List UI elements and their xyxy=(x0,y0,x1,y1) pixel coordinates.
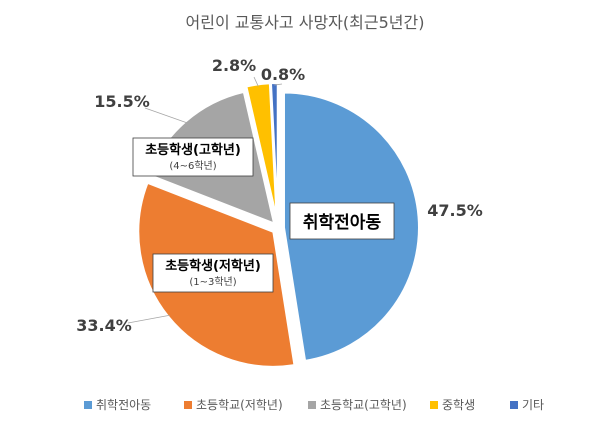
legend-swatch xyxy=(184,401,192,409)
data-label: 2.8% xyxy=(212,56,256,75)
legend-item: 취학전아동 xyxy=(84,398,151,412)
callout-lower-grade-label: 초등학생(저학년) xyxy=(165,258,261,274)
legend-label: 초등학교(저학년) xyxy=(196,398,283,412)
percent-labels: 47.5% 33.4% 15.5% 2.8% 0.8% xyxy=(76,56,483,335)
data-label: 47.5% xyxy=(427,201,483,220)
legend-item: 초등학교(저학년) xyxy=(184,398,283,412)
callout-preschool: 취학전아동 xyxy=(289,202,395,240)
data-label: 33.4% xyxy=(76,316,132,335)
callout-lower-grade-sub: (1~3학년) xyxy=(189,276,236,288)
data-label: 15.5% xyxy=(94,92,150,111)
leader-line xyxy=(253,76,259,87)
legend-item: 초등학교(고학년) xyxy=(308,398,407,412)
leader-lines xyxy=(127,76,283,324)
legend-swatch xyxy=(308,401,316,409)
callout-upper-grade-label: 초등학생(고학년) xyxy=(145,142,241,158)
chart-title: 어린이 교통사고 사망자(최근5년간) xyxy=(186,13,425,32)
leader-line xyxy=(127,314,170,324)
callout-preschool-label: 취학전아동 xyxy=(303,212,382,233)
leader-line xyxy=(144,107,188,124)
data-label: 0.8% xyxy=(261,65,305,84)
callout-upper-grade-sub: (4~6학년) xyxy=(169,160,216,172)
legend-item: 기타 xyxy=(510,398,544,412)
slice-middle-school xyxy=(245,82,278,219)
callout-lower-grade: 초등학생(저학년) (1~3학년) xyxy=(152,253,274,293)
legend-swatch xyxy=(84,401,92,409)
legend-label: 초등학교(고학년) xyxy=(320,398,407,412)
legend-label: 기타 xyxy=(522,398,544,412)
legend-item: 중학생 xyxy=(430,398,475,412)
legend-swatch xyxy=(430,401,438,409)
callout-upper-grade: 초등학생(고학년) (4~6학년) xyxy=(132,137,254,177)
slice-other xyxy=(269,82,279,219)
legend-label: 중학생 xyxy=(442,398,475,412)
leader-line xyxy=(274,83,283,86)
legend-swatch xyxy=(510,401,518,409)
legend-label: 취학전아동 xyxy=(96,398,151,412)
legend: 취학전아동 초등학교(저학년) 초등학교(고학년) 중학생 기타 xyxy=(84,398,544,412)
